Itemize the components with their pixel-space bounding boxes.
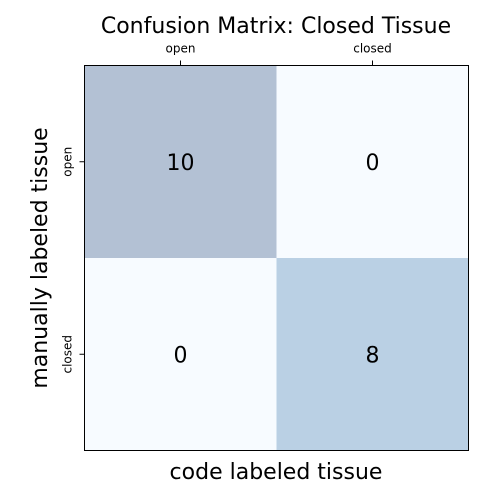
matrix-cell-0-0	[84, 65, 277, 258]
y-axis-label: manually labeled tissue	[28, 127, 53, 388]
plot-frame	[84, 65, 469, 451]
y-tick-label-1: closed	[61, 335, 75, 374]
x-tick-label-1: closed	[353, 42, 392, 56]
matrix-cell-0-1	[276, 65, 469, 258]
matrix-cell-1-1	[276, 258, 469, 451]
x-tick-label-0: open	[166, 42, 196, 56]
axis-ticks: open closed open closed	[61, 42, 392, 374]
cell-value-1-1: 8	[366, 343, 380, 368]
matrix-cells: 10 0 0 8	[84, 65, 469, 451]
matrix-cell-1-0	[84, 258, 277, 451]
y-tick-label-0: open	[61, 147, 75, 177]
chart-title: Confusion Matrix: Closed Tissue	[101, 14, 451, 39]
cell-value-0-1: 0	[366, 151, 380, 176]
x-axis-label: code labeled tissue	[170, 460, 383, 485]
cell-value-1-0: 0	[174, 343, 188, 368]
cell-value-0-0: 10	[167, 151, 195, 176]
